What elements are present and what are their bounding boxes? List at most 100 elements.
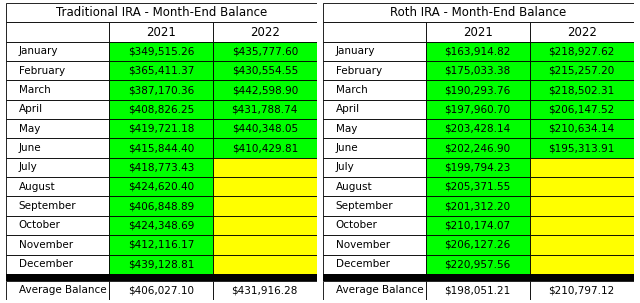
Bar bbox=[323, 119, 426, 138]
Bar bbox=[530, 138, 634, 158]
Text: $210,797.12: $210,797.12 bbox=[548, 285, 615, 295]
Bar bbox=[213, 100, 317, 119]
Text: $198,051.21: $198,051.21 bbox=[445, 285, 511, 295]
Bar bbox=[6, 196, 109, 216]
Bar bbox=[213, 235, 317, 255]
Bar bbox=[213, 80, 317, 100]
Text: $175,033.38: $175,033.38 bbox=[445, 66, 511, 76]
Bar bbox=[6, 119, 109, 138]
Bar bbox=[213, 22, 317, 42]
Text: $431,916.28: $431,916.28 bbox=[232, 285, 298, 295]
Text: 2022: 2022 bbox=[566, 25, 596, 38]
Text: Average Balance: Average Balance bbox=[335, 285, 423, 295]
Bar bbox=[6, 158, 109, 177]
Bar bbox=[323, 216, 426, 235]
Text: $424,348.69: $424,348.69 bbox=[127, 221, 194, 231]
Bar bbox=[213, 216, 317, 235]
Text: $197,960.70: $197,960.70 bbox=[445, 105, 511, 115]
Bar bbox=[6, 100, 109, 119]
Text: $412,116.17: $412,116.17 bbox=[127, 240, 194, 250]
Text: $424,620.40: $424,620.40 bbox=[128, 182, 194, 192]
Bar bbox=[426, 235, 530, 255]
Bar bbox=[109, 42, 213, 61]
Text: January: January bbox=[335, 46, 375, 56]
Bar bbox=[426, 158, 530, 177]
Bar bbox=[323, 42, 426, 61]
Bar bbox=[109, 119, 213, 138]
Text: 2021: 2021 bbox=[146, 25, 176, 38]
Text: $163,914.82: $163,914.82 bbox=[444, 46, 511, 56]
Text: $442,598.90: $442,598.90 bbox=[232, 85, 298, 95]
Bar bbox=[109, 22, 213, 42]
Text: $195,313.91: $195,313.91 bbox=[548, 143, 615, 153]
Bar bbox=[6, 255, 109, 274]
Bar bbox=[109, 158, 213, 177]
Bar bbox=[426, 255, 530, 274]
Text: $220,957.56: $220,957.56 bbox=[445, 259, 511, 269]
Bar bbox=[426, 216, 530, 235]
Bar bbox=[530, 100, 634, 119]
Bar bbox=[323, 61, 426, 80]
Text: $215,257.20: $215,257.20 bbox=[548, 66, 615, 76]
Bar bbox=[530, 177, 634, 196]
Text: November: November bbox=[335, 240, 390, 250]
Bar bbox=[530, 119, 634, 138]
Text: July: July bbox=[335, 162, 355, 172]
Text: $408,826.25: $408,826.25 bbox=[128, 105, 194, 115]
Bar bbox=[323, 158, 426, 177]
Text: 2022: 2022 bbox=[250, 25, 280, 38]
Bar bbox=[6, 274, 317, 281]
Text: $206,147.52: $206,147.52 bbox=[548, 105, 615, 115]
Bar bbox=[426, 100, 530, 119]
Text: July: July bbox=[19, 162, 38, 172]
Bar bbox=[6, 281, 109, 300]
Bar bbox=[6, 61, 109, 80]
Text: February: February bbox=[335, 66, 381, 76]
Bar bbox=[109, 216, 213, 235]
Text: $440,348.05: $440,348.05 bbox=[232, 124, 298, 134]
Bar bbox=[530, 281, 634, 300]
Bar bbox=[109, 138, 213, 158]
Bar bbox=[213, 158, 317, 177]
Text: December: December bbox=[335, 259, 390, 269]
Text: January: January bbox=[19, 46, 58, 56]
Bar bbox=[323, 138, 426, 158]
Bar bbox=[6, 138, 109, 158]
Bar bbox=[323, 177, 426, 196]
Bar bbox=[109, 196, 213, 216]
Text: December: December bbox=[19, 259, 73, 269]
Bar bbox=[530, 61, 634, 80]
Bar bbox=[530, 216, 634, 235]
Bar bbox=[323, 255, 426, 274]
Text: June: June bbox=[19, 143, 42, 153]
Text: $218,927.62: $218,927.62 bbox=[548, 46, 615, 56]
Text: $202,246.90: $202,246.90 bbox=[445, 143, 511, 153]
Bar bbox=[323, 80, 426, 100]
Bar bbox=[426, 196, 530, 216]
Bar bbox=[213, 177, 317, 196]
Text: $349,515.26: $349,515.26 bbox=[127, 46, 194, 56]
Text: Average Balance: Average Balance bbox=[19, 285, 106, 295]
Text: October: October bbox=[335, 221, 378, 231]
Bar bbox=[213, 138, 317, 158]
Bar bbox=[530, 80, 634, 100]
Text: Roth IRA - Month-End Balance: Roth IRA - Month-End Balance bbox=[390, 6, 566, 19]
Bar bbox=[323, 281, 426, 300]
Text: $203,428.14: $203,428.14 bbox=[445, 124, 511, 134]
Text: $210,174.07: $210,174.07 bbox=[445, 221, 511, 231]
Text: May: May bbox=[19, 124, 40, 134]
Text: $406,027.10: $406,027.10 bbox=[128, 285, 194, 295]
Bar bbox=[426, 80, 530, 100]
Bar bbox=[426, 22, 530, 42]
Bar bbox=[530, 22, 634, 42]
Text: $430,554.55: $430,554.55 bbox=[232, 66, 298, 76]
Bar bbox=[323, 100, 426, 119]
Bar bbox=[213, 42, 317, 61]
Text: $201,312.20: $201,312.20 bbox=[445, 201, 511, 211]
Text: $205,371.55: $205,371.55 bbox=[445, 182, 511, 192]
Bar bbox=[530, 42, 634, 61]
Text: September: September bbox=[19, 201, 76, 211]
Bar bbox=[426, 138, 530, 158]
Text: $418,773.43: $418,773.43 bbox=[127, 162, 194, 172]
Bar bbox=[213, 281, 317, 300]
